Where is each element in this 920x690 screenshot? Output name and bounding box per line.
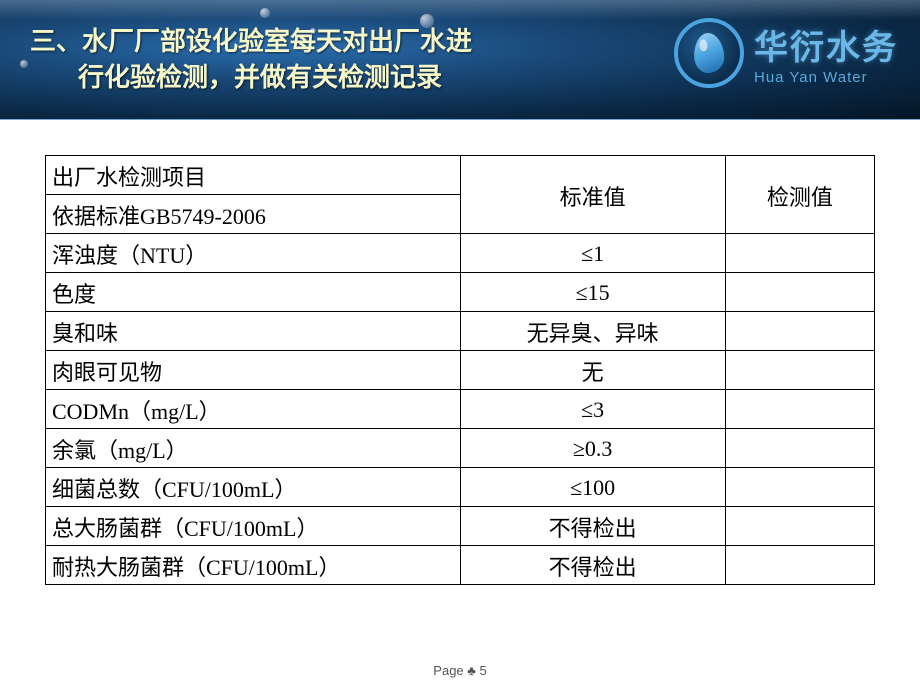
slide-title-line2: 行化验检测，并做有关检测记录 bbox=[30, 60, 472, 95]
logo-text: 华衍水务 Hua Yan Water bbox=[754, 20, 898, 86]
cell-value bbox=[725, 546, 874, 585]
company-logo: 华衍水务 Hua Yan Water bbox=[674, 18, 898, 88]
logo-circle-icon bbox=[674, 18, 744, 88]
table-header-row: 出厂水检测项目 标准值 检测值 bbox=[46, 156, 875, 195]
cell-standard: 不得检出 bbox=[460, 507, 725, 546]
table-row: 浑浊度（NTU）≤1 bbox=[46, 234, 875, 273]
cell-item: 总大肠菌群（CFU/100mL） bbox=[46, 507, 461, 546]
cell-standard: ≥0.3 bbox=[460, 429, 725, 468]
bubble-decor bbox=[20, 60, 28, 68]
table-row: 耐热大肠菌群（CFU/100mL）不得检出 bbox=[46, 546, 875, 585]
slide-content: 出厂水检测项目 标准值 检测值 依据标准GB5749-2006 浑浊度（NTU）… bbox=[0, 120, 920, 585]
cell-value bbox=[725, 234, 874, 273]
cell-item: CODMn（mg/L） bbox=[46, 390, 461, 429]
cell-standard: ≤100 bbox=[460, 468, 725, 507]
bubble-decor bbox=[420, 14, 434, 28]
cell-value bbox=[725, 429, 874, 468]
table-row: 臭和味无异臭、异味 bbox=[46, 312, 875, 351]
cell-item: 余氯（mg/L） bbox=[46, 429, 461, 468]
water-test-table: 出厂水检测项目 标准值 检测值 依据标准GB5749-2006 浑浊度（NTU）… bbox=[45, 155, 875, 585]
cell-value bbox=[725, 507, 874, 546]
col-std-header: 标准值 bbox=[460, 156, 725, 234]
cell-value bbox=[725, 468, 874, 507]
water-drop-icon bbox=[693, 32, 726, 74]
slide-header: 三、水厂厂部设化验室每天对出厂水进 行化验检测，并做有关检测记录 华衍水务 Hu… bbox=[0, 0, 920, 120]
col-item-header-1: 出厂水检测项目 bbox=[46, 156, 461, 195]
table-row: 肉眼可见物无 bbox=[46, 351, 875, 390]
cell-item: 细菌总数（CFU/100mL） bbox=[46, 468, 461, 507]
col-val-header: 检测值 bbox=[725, 156, 874, 234]
cell-item: 耐热大肠菌群（CFU/100mL） bbox=[46, 546, 461, 585]
page-number: 5 bbox=[479, 663, 486, 678]
bubble-decor bbox=[310, 28, 316, 34]
logo-name-en: Hua Yan Water bbox=[754, 69, 898, 86]
table-row: 色度≤15 bbox=[46, 273, 875, 312]
table-row: CODMn（mg/L）≤3 bbox=[46, 390, 875, 429]
cell-value bbox=[725, 312, 874, 351]
logo-name-cn: 华衍水务 bbox=[754, 20, 898, 69]
cell-standard: ≤3 bbox=[460, 390, 725, 429]
cell-standard: 无异臭、异味 bbox=[460, 312, 725, 351]
cell-standard: ≤1 bbox=[460, 234, 725, 273]
col-item-header-2: 依据标准GB5749-2006 bbox=[46, 195, 461, 234]
table-row: 细菌总数（CFU/100mL）≤100 bbox=[46, 468, 875, 507]
cell-value bbox=[725, 351, 874, 390]
cell-value bbox=[725, 390, 874, 429]
cell-item: 浑浊度（NTU） bbox=[46, 234, 461, 273]
cell-standard: ≤15 bbox=[460, 273, 725, 312]
cell-item: 色度 bbox=[46, 273, 461, 312]
page-label: Page bbox=[433, 663, 463, 678]
slide-title-line1: 三、水厂厂部设化验室每天对出厂水进 bbox=[30, 24, 472, 59]
cell-standard: 无 bbox=[460, 351, 725, 390]
cell-item: 肉眼可见物 bbox=[46, 351, 461, 390]
table-row: 余氯（mg/L）≥0.3 bbox=[46, 429, 875, 468]
bubble-decor bbox=[260, 8, 270, 18]
cell-value bbox=[725, 273, 874, 312]
cell-item: 臭和味 bbox=[46, 312, 461, 351]
cell-standard: 不得检出 bbox=[460, 546, 725, 585]
page-footer: Page ♣ 5 bbox=[0, 663, 920, 678]
table-row: 总大肠菌群（CFU/100mL）不得检出 bbox=[46, 507, 875, 546]
club-icon: ♣ bbox=[467, 663, 476, 678]
slide-title: 三、水厂厂部设化验室每天对出厂水进 行化验检测，并做有关检测记录 bbox=[30, 24, 472, 94]
